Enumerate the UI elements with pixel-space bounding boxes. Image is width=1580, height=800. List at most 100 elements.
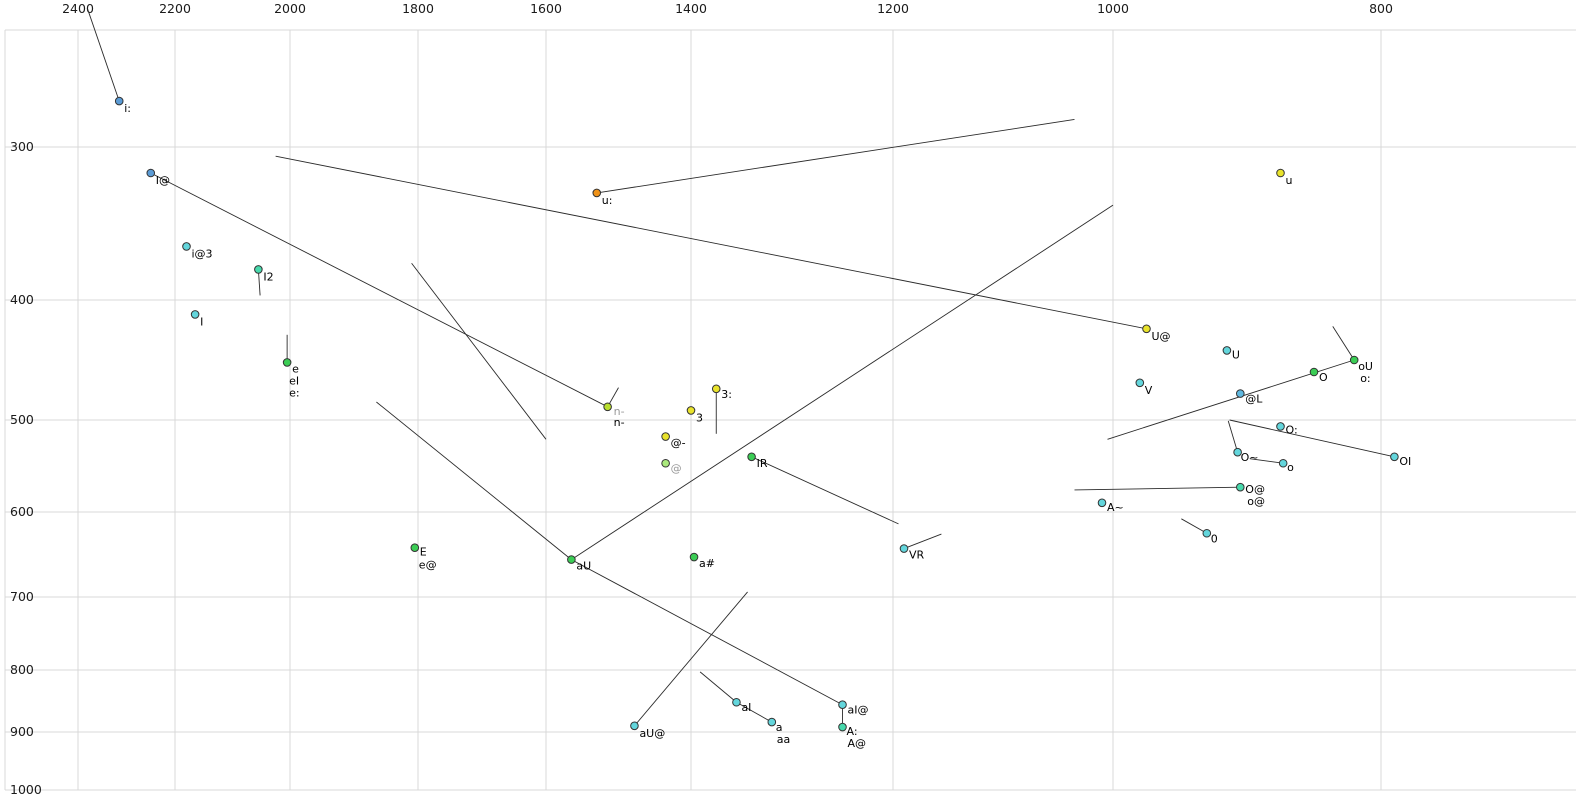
data-point-0[interactable] [1202,528,1212,538]
data-point-aU@[interactable] [630,721,639,731]
point-label: i: [124,102,131,115]
data-point-a#[interactable] [689,552,699,562]
data-point-A:[interactable] [838,722,847,732]
point-label: i@3 [192,247,213,260]
data-point-oU[interactable] [1349,355,1359,365]
point-label: I@ [156,174,170,187]
data-point-@L[interactable] [1236,389,1245,398]
data-point-E[interactable] [410,543,420,553]
trajectory-line [1227,420,1239,453]
y-tick-label: 700 [10,589,34,604]
trajectory-line [150,172,608,408]
x-tick-label: 2000 [274,1,306,16]
data-point-IR[interactable] [747,452,756,462]
data-point-O~[interactable] [1233,447,1242,457]
data-points [114,96,1399,732]
data-point-aI@[interactable] [838,700,847,710]
trajectory-line [751,456,899,525]
point-label: @ [671,462,682,475]
trajectory-line [1249,458,1284,464]
trajectory-line [571,559,843,706]
y-tick-label: 600 [10,504,34,519]
point-label: aI [741,701,751,714]
point-label: A~ [1107,501,1124,514]
trajectory-line [257,269,261,296]
data-point-O@[interactable] [1236,482,1245,492]
trajectory-line [1332,326,1355,361]
point-label: O@ [1245,483,1265,496]
point-label: a# [699,557,715,570]
trajectory-line [571,204,1114,560]
grid [4,29,1576,791]
data-point-I2[interactable] [254,265,263,274]
y-tick-label: 400 [10,292,34,307]
point-label: e [292,362,299,375]
data-point-o[interactable] [1278,458,1288,468]
trajectory-line [1229,419,1395,458]
trajectory-line [1074,486,1241,491]
x-tick-label: 1200 [877,1,909,16]
data-point-e[interactable] [282,358,292,367]
point-label: E [420,546,427,559]
point-label: U [1232,348,1240,361]
point-label: o [1287,461,1294,474]
point-label: I2 [263,270,273,283]
point-label: @- [671,437,686,450]
x-tick-label: 1400 [675,1,707,16]
point-label: oU [1358,360,1373,373]
data-point-U@[interactable] [1142,324,1151,334]
y-tick-label: 800 [10,662,34,677]
trajectory-line [699,671,737,703]
point-label: U@ [1152,330,1171,343]
point-label: VR [909,549,925,562]
data-point-3[interactable] [686,406,696,415]
data-point-@-[interactable] [661,432,670,441]
point-label: aU@ [639,727,665,740]
data-point-U[interactable] [1222,346,1232,355]
data-point-aI[interactable] [732,697,741,707]
data-point-O:[interactable] [1276,422,1285,431]
data-point-@[interactable] [661,458,670,468]
data-point-I@[interactable] [146,168,156,178]
point-label: V [1145,384,1153,397]
trajectory-lines [87,9,1395,728]
point-label: u: [602,194,613,207]
point-label: @L [1245,393,1263,406]
data-point-3:[interactable] [711,384,721,394]
data-point-OI[interactable] [1390,452,1399,462]
data-point-VR[interactable] [899,544,909,553]
data-point-u:[interactable] [592,188,602,198]
trajectory-line [596,119,1075,194]
data-point-A~[interactable] [1097,498,1107,508]
point-label: o: [1360,372,1370,385]
point-label: e: [289,386,299,399]
data-point-a[interactable] [767,717,777,727]
point-label: e@ [419,559,437,572]
data-point-O[interactable] [1309,367,1319,377]
data-point-n-[interactable] [603,402,612,412]
x-tick-label: 1800 [402,1,434,16]
trajectory-line [1181,518,1208,534]
y-tick-label: 500 [10,412,34,427]
point-label: O~ [1241,451,1259,464]
data-point-u[interactable] [1276,168,1285,178]
point-label: OI [1399,455,1411,468]
point-label: u [1286,174,1293,187]
point-label: n- [614,416,625,429]
data-point-i@3[interactable] [182,242,191,251]
point-label: O [1319,371,1328,384]
point-label: 0 [1211,532,1218,545]
axis-tick-labels: 2400 2200 2000 1800 1600 1400 1200 1000 800 300 40… [10,1,1393,797]
y-tick-label: 300 [10,139,34,154]
data-point-V[interactable] [1135,378,1145,388]
point-label: A@ [848,737,867,750]
data-point-I[interactable] [190,310,200,319]
point-label: 3 [696,411,703,424]
data-point-i:[interactable] [114,96,124,106]
point-label: IR [757,457,768,470]
x-tick-label: 1600 [530,1,562,16]
x-tick-label: 2200 [159,1,191,16]
data-point-aU[interactable] [567,555,576,564]
